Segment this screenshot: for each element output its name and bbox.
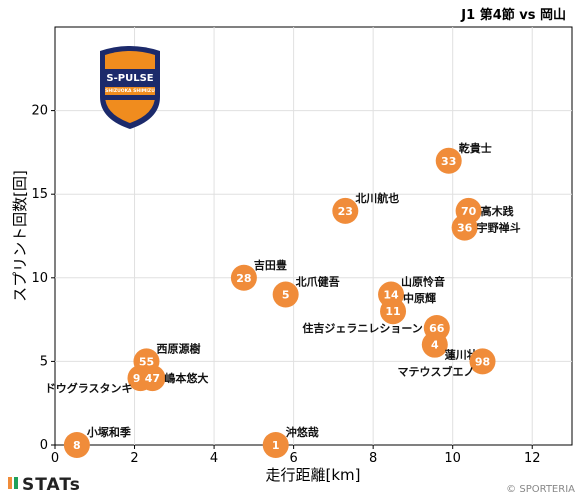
x-tick-label: 6 [289,451,297,466]
point-marker [272,281,299,308]
point-marker [451,214,478,241]
brand-bar-green [14,477,18,489]
x-tick-label: 8 [369,451,377,466]
point-name-label: マテウスブエノ [398,364,475,378]
x-tick-label: 2 [130,451,138,466]
point-marker [332,197,359,224]
point-marker [230,264,257,291]
y-tick-label: 0 [40,438,48,453]
y-tick-label: 15 [31,187,48,202]
point-name-label: 吉田豊 [254,258,287,272]
point-name-label: 宇野禅斗 [477,221,521,235]
point-marker [262,432,289,458]
x-tick-label: 10 [444,451,461,466]
point-name-label: 高木践 [481,204,514,218]
stats-brand-logo: STATs [8,475,81,495]
player-point-47: 47 嶋本悠大 [139,365,208,392]
point-name-label: 山原怜音 [401,275,445,289]
point-name-label: 北川航也 [355,191,399,205]
point-marker [435,147,462,174]
point-name-label: 沖悠哉 [286,425,319,439]
point-marker [380,298,407,325]
point-number-label: 33 [441,155,456,168]
point-number-label: 14 [383,289,399,302]
point-name-label: 中原輝 [403,291,436,305]
point-number-label: 36 [457,222,473,235]
point-marker [139,365,166,392]
point-name-label: 嶋本悠大 [164,371,208,385]
point-number-label: 23 [338,205,353,218]
player-point-36: 36 宇野禅斗 [451,214,521,241]
point-number-label: 98 [475,355,490,368]
point-number-label: 5 [282,289,290,302]
point-number-label: 11 [385,305,400,318]
crest-sub-text: SHIZUOKA SHIMIZU [105,88,155,94]
brand-bar-orange [8,477,12,489]
x-tick-label: 12 [524,451,541,466]
x-tick-label: 4 [210,451,218,466]
point-number-label: 4 [431,339,439,352]
y-tick-label: 5 [40,354,48,369]
y-tick-label: 20 [31,104,48,119]
point-name-label: 北爪健吾 [296,275,340,289]
y-tick-label: 10 [31,271,48,286]
point-marker [469,348,496,375]
player-point-8: 8 小塚和季 [63,425,132,458]
player-point-5: 5 北爪健吾 [272,275,340,308]
x-tick-label: 0 [51,451,59,466]
point-name-label: 西原源樹 [156,341,200,355]
chart-title: J1 第4節 vs 岡山 [460,7,566,23]
point-number-label: 8 [73,439,81,452]
x-axis-title: 走行距離[km] [265,466,360,484]
point-name-label: 小塚和季 [86,425,132,439]
player-point-1: 1 沖悠哉 [262,425,319,458]
point-number-label: 47 [145,372,160,385]
point-number-label: 55 [139,355,154,368]
point-marker [421,331,448,358]
point-marker [63,432,90,458]
point-number-label: 28 [236,272,251,285]
point-number-label: 66 [429,322,445,335]
point-name-label: ドウグラスタンキ [45,381,133,395]
club-crest-logo: S-PULSE SHIZUOKA SHIMIZU [100,46,160,129]
copyright-text: © SPORTERIA [506,484,575,495]
crest-club-text: S-PULSE [106,73,153,84]
point-name-label: 乾貴士 [459,141,492,155]
point-name-label: 住吉ジェラニレショーン [302,321,422,335]
y-axis-title: スプリント回数[回] [11,170,29,302]
point-number-label: 1 [272,439,280,452]
brand-text: STATs [22,475,81,495]
